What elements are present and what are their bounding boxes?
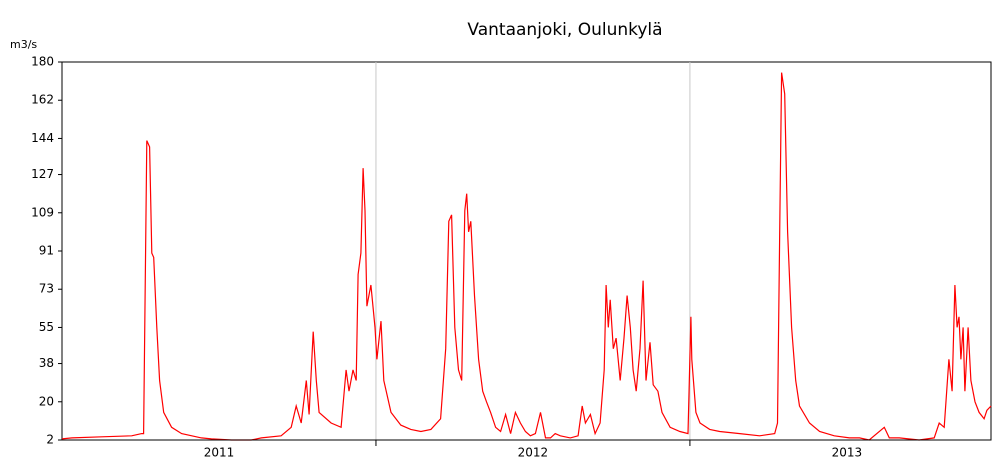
y-tick-label: 162 [31, 93, 54, 107]
y-tick-label: 20 [39, 394, 54, 408]
data-line [61, 72, 992, 441]
y-tick-label: 73 [39, 282, 54, 296]
chart-title: Vantaanjoki, Oulunkylä [467, 20, 662, 40]
y-tick-label: 180 [31, 55, 54, 69]
y-tick-label: 127 [31, 167, 54, 181]
y-tick-label: 2 [46, 433, 54, 447]
x-tick-label: 2012 [518, 446, 549, 460]
y-tick-label: 144 [31, 131, 54, 145]
y-tick-label: 91 [39, 244, 54, 258]
y-axis-label: m3/s [10, 38, 37, 51]
x-tick-label: 2013 [832, 446, 863, 460]
y-tick-label: 38 [39, 356, 54, 370]
plot-area [61, 61, 992, 441]
y-tick-label: 109 [31, 205, 54, 219]
y-tick-label: 55 [39, 320, 54, 334]
x-tick-label: 2011 [204, 446, 235, 460]
